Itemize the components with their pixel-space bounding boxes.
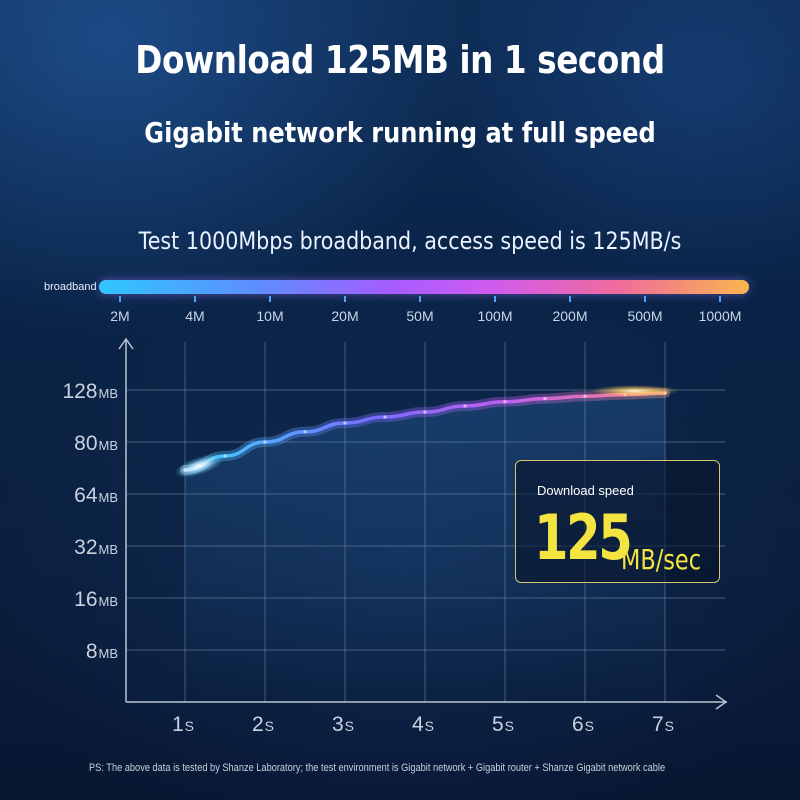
x-tick-label: 6S	[572, 713, 594, 736]
download-speed-caption: Download speed	[537, 483, 634, 498]
x-tick-value: 3	[332, 713, 344, 736]
x-tick-label: 3S	[332, 713, 354, 736]
x-tick-unit: S	[265, 718, 274, 734]
broadband-bar-label: broadband	[44, 281, 97, 293]
data-point	[383, 415, 387, 419]
y-tick-label: 16MB	[74, 588, 118, 611]
scale-tick-mark	[569, 296, 571, 302]
test-footnote: PS: The above data is tested by Shanze L…	[89, 762, 666, 774]
y-tick-unit: MB	[99, 386, 119, 401]
y-tick-unit: MB	[99, 438, 119, 453]
y-tick-label: 128MB	[62, 380, 118, 403]
series-end-glow	[591, 385, 679, 397]
series-start-glow	[174, 454, 224, 478]
scale-tick-label: 500M	[627, 308, 663, 324]
x-tick-value: 5	[492, 713, 504, 736]
y-tick-value: 80	[74, 432, 97, 455]
x-tick-value: 1	[172, 713, 184, 736]
scale-tick-label: 2M	[110, 308, 130, 324]
x-tick-unit: S	[585, 718, 594, 734]
y-tick-value: 64	[74, 484, 98, 507]
x-tick-unit: S	[345, 718, 354, 734]
subheadline: Gigabit network running at full speed	[144, 116, 656, 149]
scale-tick-mark	[419, 296, 421, 302]
headline: Download 125MB in 1 second	[135, 38, 665, 82]
x-tick-label: 2S	[252, 713, 274, 736]
y-tick-value: 16	[74, 588, 97, 611]
y-tick-unit: MB	[99, 490, 119, 505]
broadband-test-note: Test 1000Mbps broadband, access speed is…	[138, 227, 682, 255]
x-tick-label: 1S	[172, 713, 194, 736]
scale-tick-mark	[194, 296, 196, 302]
y-axis-arrow	[118, 337, 134, 350]
y-tick-label: 32MB	[74, 536, 118, 559]
y-tick-value: 8	[86, 640, 98, 663]
data-point	[463, 404, 467, 408]
download-speed-box: Download speed 125 MB/sec	[515, 460, 720, 583]
y-tick-unit: MB	[99, 646, 119, 661]
data-point	[423, 410, 427, 414]
data-point	[223, 454, 227, 458]
data-point	[503, 400, 507, 404]
scale-tick-label: 1000M	[698, 308, 742, 324]
chart-series	[174, 385, 679, 478]
data-point	[303, 430, 307, 434]
y-tick-label: 64MB	[74, 484, 118, 507]
x-tick-unit: S	[185, 718, 194, 734]
y-tick-value: 32	[74, 536, 97, 559]
y-tick-label: 80MB	[74, 432, 118, 455]
scale-tick-mark	[719, 296, 721, 302]
broadband-scale: 2M 4M 10M 20M 50M 100M 200M 500M 1000M	[0, 296, 800, 336]
data-point	[343, 421, 347, 425]
x-tick-label: 7S	[652, 713, 674, 736]
scale-tick-mark	[119, 296, 121, 302]
scale-tick-mark	[494, 296, 496, 302]
y-tick-value: 128	[62, 380, 97, 403]
scale-tick-mark	[344, 296, 346, 302]
broadband-gradient-bar	[99, 280, 749, 294]
x-tick-value: 6	[572, 713, 584, 736]
download-speed-unit: MB/sec	[621, 543, 702, 576]
x-tick-value: 4	[412, 713, 424, 736]
scale-tick-mark	[269, 296, 271, 302]
x-tick-label: 4S	[412, 713, 434, 736]
scale-tick-label: 100M	[477, 308, 513, 324]
data-point	[543, 397, 547, 401]
x-tick-value: 2	[252, 713, 264, 736]
scale-tick-mark	[644, 296, 646, 302]
scale-tick-label: 10M	[256, 308, 284, 324]
scale-tick-label: 20M	[331, 308, 359, 324]
y-tick-label: 8MB	[86, 640, 118, 663]
y-tick-unit: MB	[99, 542, 119, 557]
x-axis-arrow	[715, 694, 728, 710]
x-tick-unit: S	[505, 718, 514, 734]
scale-tick-label: 200M	[552, 308, 588, 324]
scale-tick-label: 50M	[406, 308, 434, 324]
x-tick-label: 5S	[492, 713, 514, 736]
y-tick-unit: MB	[99, 594, 119, 609]
data-point	[583, 394, 587, 398]
x-tick-unit: S	[665, 718, 674, 734]
scale-tick-label: 4M	[185, 308, 205, 324]
data-point	[263, 440, 267, 444]
chart-axes	[118, 337, 728, 710]
x-tick-value: 7	[652, 713, 664, 736]
x-tick-unit: S	[425, 718, 434, 734]
download-speed-value: 125	[534, 501, 633, 574]
